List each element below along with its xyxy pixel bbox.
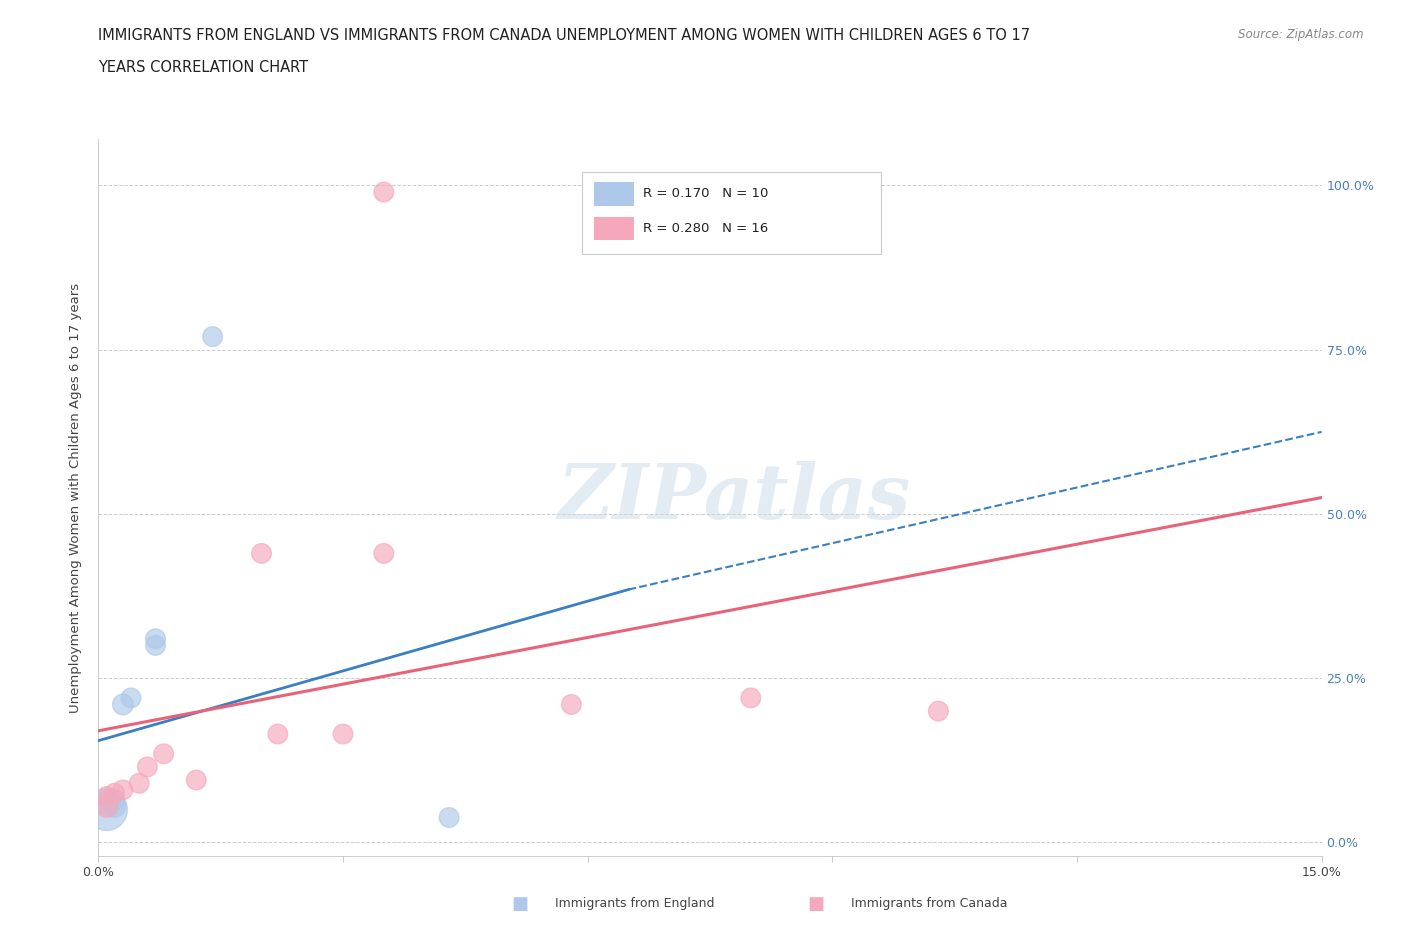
Point — [250, 546, 273, 561]
Point — [104, 799, 127, 814]
Point — [111, 782, 134, 797]
Point — [373, 546, 395, 561]
Point — [96, 803, 118, 817]
Point — [437, 810, 460, 825]
Point — [201, 329, 224, 344]
Point — [128, 776, 150, 790]
Text: Immigrants from England: Immigrants from England — [555, 897, 714, 910]
Text: IMMIGRANTS FROM ENGLAND VS IMMIGRANTS FROM CANADA UNEMPLOYMENT AMONG WOMEN WITH : IMMIGRANTS FROM ENGLAND VS IMMIGRANTS FR… — [98, 28, 1031, 43]
Point — [152, 747, 174, 762]
Bar — [593, 182, 634, 206]
Point — [267, 726, 290, 741]
Point — [96, 789, 118, 804]
Point — [560, 698, 582, 712]
Point — [104, 792, 127, 807]
Y-axis label: Unemployment Among Women with Children Ages 6 to 17 years: Unemployment Among Women with Children A… — [69, 283, 83, 712]
Point — [740, 690, 762, 705]
Point — [136, 760, 159, 775]
FancyBboxPatch shape — [582, 172, 882, 254]
Bar — [593, 217, 634, 241]
Text: R = 0.280   N = 16: R = 0.280 N = 16 — [643, 221, 768, 234]
Point — [96, 799, 118, 814]
Point — [111, 698, 134, 712]
Point — [104, 786, 127, 801]
Point — [120, 690, 142, 705]
Text: Immigrants from Canada: Immigrants from Canada — [851, 897, 1007, 910]
Text: ■: ■ — [512, 895, 529, 913]
Text: YEARS CORRELATION CHART: YEARS CORRELATION CHART — [98, 60, 308, 75]
Point — [927, 704, 949, 719]
Text: Source: ZipAtlas.com: Source: ZipAtlas.com — [1239, 28, 1364, 41]
Point — [186, 773, 208, 788]
Text: R = 0.170   N = 10: R = 0.170 N = 10 — [643, 188, 768, 201]
Point — [332, 726, 354, 741]
Point — [373, 185, 395, 200]
Point — [145, 631, 167, 646]
Point — [96, 795, 118, 810]
Point — [145, 638, 167, 653]
Text: ■: ■ — [807, 895, 824, 913]
Text: ZIPatlas: ZIPatlas — [558, 460, 911, 535]
